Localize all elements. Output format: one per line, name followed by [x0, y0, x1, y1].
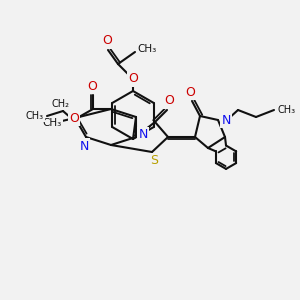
Text: O: O	[69, 112, 79, 124]
Text: CH₃: CH₃	[137, 44, 157, 54]
Text: O: O	[185, 85, 195, 98]
Text: CH₃: CH₃	[278, 105, 296, 115]
Text: O: O	[128, 73, 138, 85]
Text: CH₂: CH₂	[51, 99, 69, 109]
Text: N: N	[138, 128, 148, 142]
Text: S: S	[150, 154, 158, 167]
Text: O: O	[164, 94, 174, 107]
Text: CH₃: CH₃	[26, 111, 44, 121]
Text: O: O	[102, 34, 112, 47]
Text: O: O	[87, 80, 97, 92]
Text: CH₃: CH₃	[42, 118, 62, 128]
Text: N: N	[221, 113, 231, 127]
Text: N: N	[79, 140, 89, 152]
